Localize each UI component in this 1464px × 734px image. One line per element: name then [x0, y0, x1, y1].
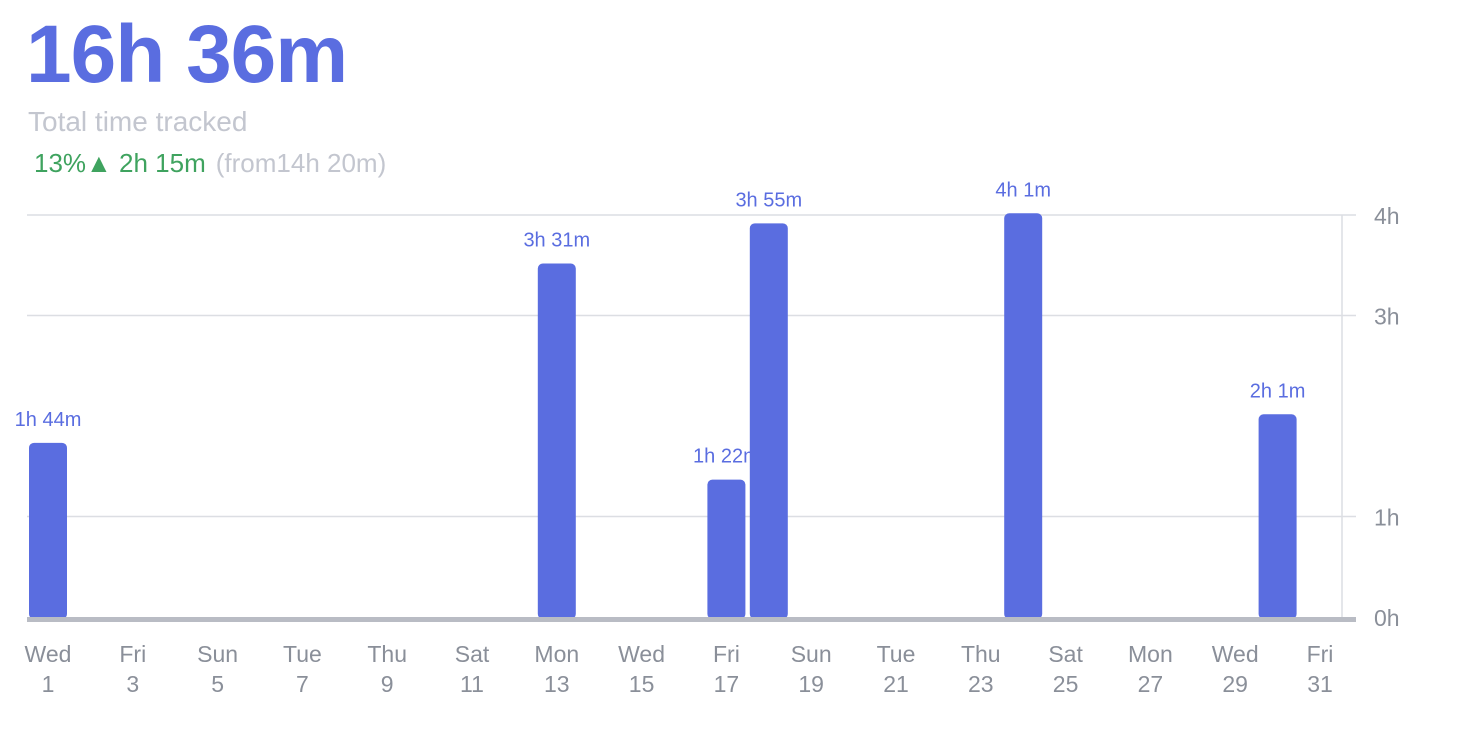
- bar: [707, 479, 746, 619]
- x-tick-weekday: Tue: [283, 641, 322, 667]
- x-tick-date: 29: [1222, 671, 1248, 697]
- bar: [537, 263, 576, 619]
- total-time-label: Total time tracked: [28, 106, 248, 137]
- change-percent: 13%: [34, 148, 87, 178]
- total-time: 16h 36m: [26, 9, 348, 100]
- bar: [1004, 213, 1043, 619]
- y-tick-label: 3h: [1374, 304, 1400, 330]
- bar: [1258, 414, 1297, 619]
- x-tick-weekday: Mon: [1128, 641, 1173, 667]
- x-tick-weekday: Fri: [713, 641, 740, 667]
- y-tick-label: 1h: [1374, 505, 1400, 531]
- bar-value-label: 1h 44m: [15, 409, 82, 431]
- x-tick-date: 7: [296, 671, 309, 697]
- x-tick-weekday: Wed: [1212, 641, 1259, 667]
- bar: [29, 442, 67, 619]
- x-tick-date: 1: [42, 671, 55, 697]
- x-tick-date: 27: [1138, 671, 1164, 697]
- up-arrow-icon: ▲: [86, 148, 112, 178]
- x-tick-weekday: Thu: [367, 641, 407, 667]
- change-amount: 2h 15m: [119, 148, 206, 178]
- change-summary: 13%▲ 2h 15m (from14h 20m): [34, 150, 386, 176]
- x-tick-weekday: Fri: [119, 641, 146, 667]
- x-tick-date: 11: [460, 671, 484, 697]
- bar-value-label: 3h 55m: [735, 189, 802, 211]
- bar-value-label: 2h 1m: [1250, 380, 1306, 402]
- x-tick-date: 9: [381, 671, 394, 697]
- x-tick-weekday: Wed: [618, 641, 665, 667]
- y-tick-label: 4h: [1374, 203, 1400, 229]
- x-tick-weekday: Sun: [791, 641, 832, 667]
- bar: [749, 223, 788, 620]
- x-tick-weekday: Sat: [1048, 641, 1083, 667]
- bar-value-label: 1h 22m: [693, 446, 760, 468]
- x-tick-date: 17: [714, 671, 740, 697]
- x-tick-date: 19: [798, 671, 824, 697]
- y-tick-label: 0h: [1374, 605, 1400, 631]
- x-tick-weekday: Wed: [25, 641, 72, 667]
- bar-value-label: 3h 31m: [523, 230, 590, 252]
- x-tick-weekday: Fri: [1307, 641, 1334, 667]
- x-tick-date: 21: [883, 671, 909, 697]
- x-tick-weekday: Tue: [877, 641, 916, 667]
- x-tick-weekday: Sat: [455, 641, 490, 667]
- change-from: (from14h 20m): [215, 148, 387, 178]
- x-axis-baseline: [27, 617, 1356, 622]
- x-tick-date: 23: [968, 671, 994, 697]
- x-tick-date: 3: [126, 671, 139, 697]
- x-tick-date: 25: [1053, 671, 1079, 697]
- x-tick-weekday: Thu: [961, 641, 1001, 667]
- x-tick-date: 5: [211, 671, 224, 697]
- x-tick-weekday: Sun: [197, 641, 238, 667]
- x-tick-date: 31: [1307, 671, 1333, 697]
- x-tick-date: 15: [629, 671, 655, 697]
- x-tick-date: 13: [544, 671, 570, 697]
- bar-value-label: 4h 1m: [995, 179, 1051, 201]
- x-tick-weekday: Mon: [534, 641, 579, 667]
